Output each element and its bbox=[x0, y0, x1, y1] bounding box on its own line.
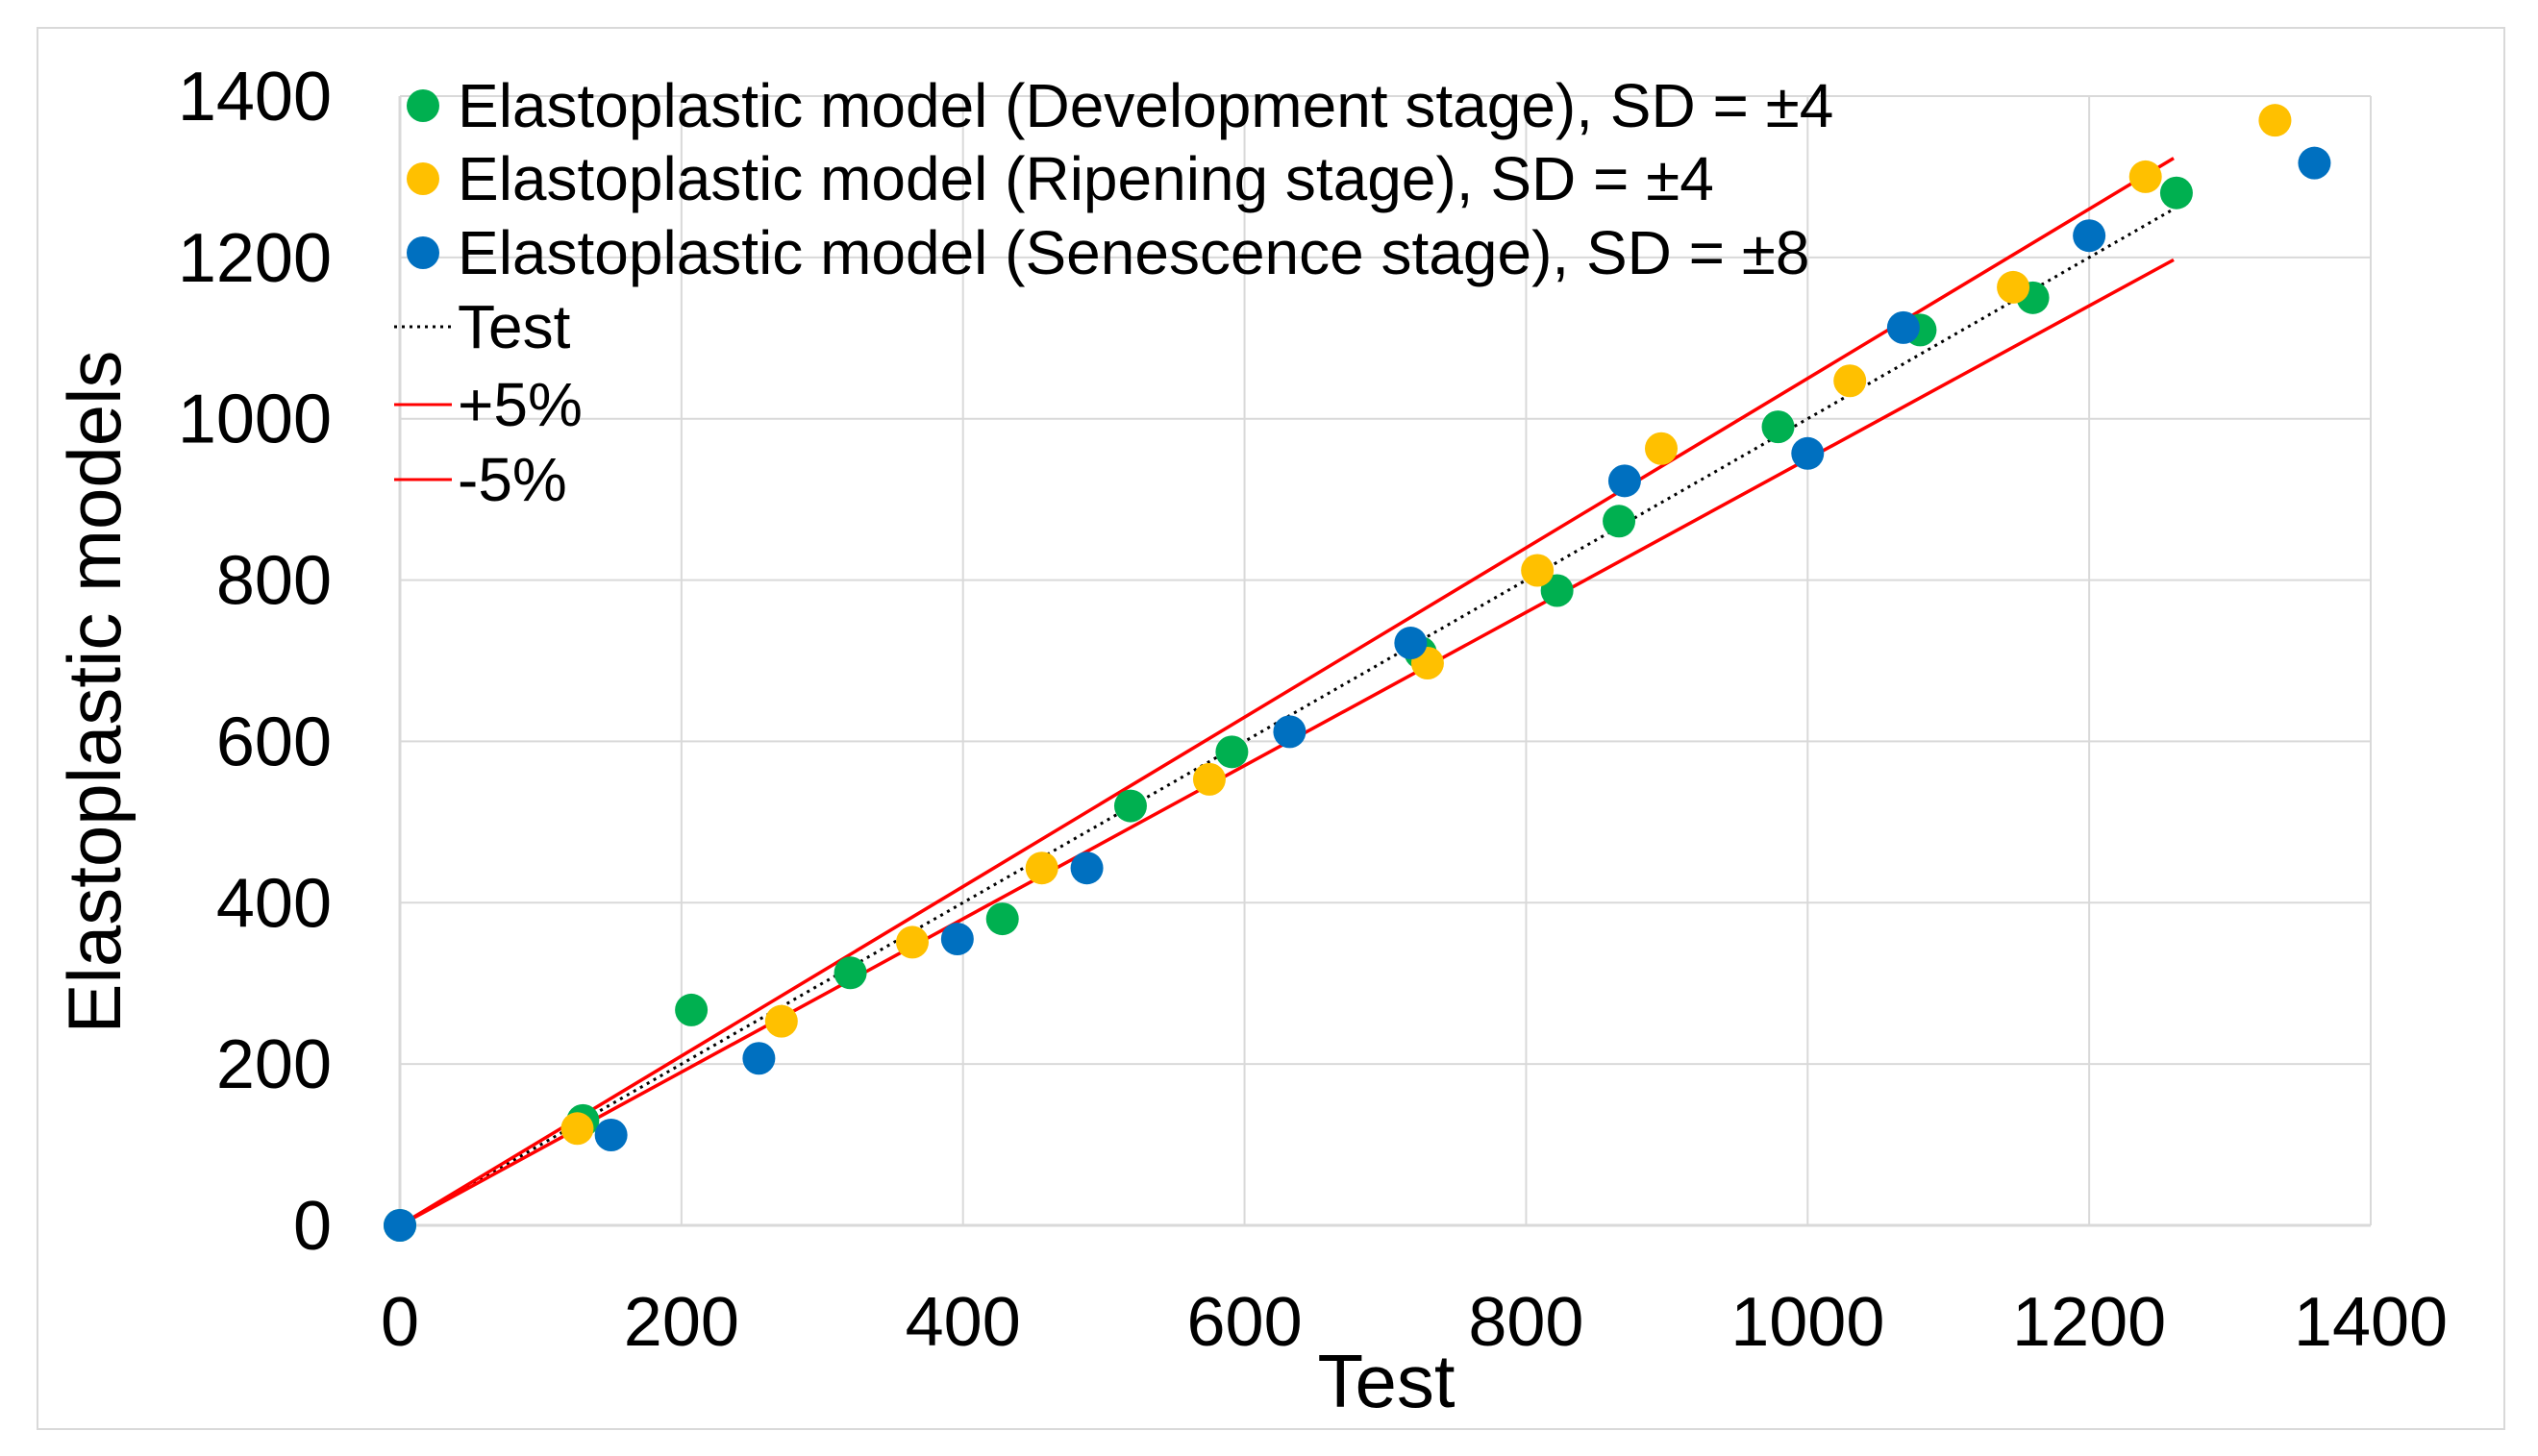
point-senescence bbox=[742, 1042, 776, 1075]
y-tick-label: 400 bbox=[216, 865, 332, 942]
point-ripening bbox=[1025, 851, 1058, 885]
legend: Elastoplastic model (Development stage),… bbox=[394, 71, 1833, 514]
y-axis-ticks: 0 200 400 600 800 1000 1200 1400 bbox=[178, 59, 332, 1265]
point-development bbox=[1540, 574, 1574, 607]
series-ripening bbox=[560, 104, 2292, 1146]
point-ripening bbox=[1833, 364, 1867, 398]
legend-label: Test bbox=[458, 292, 571, 361]
legend-label: Elastoplastic model (Senescence stage), … bbox=[458, 218, 1810, 287]
legend-entry: +5% bbox=[394, 370, 583, 439]
grid bbox=[400, 95, 2372, 1225]
legend-entry: -5% bbox=[394, 445, 567, 514]
y-tick-label: 1400 bbox=[178, 59, 332, 136]
point-development bbox=[1113, 789, 1147, 823]
y-tick-label: 800 bbox=[216, 543, 332, 620]
x-tick-label: 600 bbox=[1187, 1284, 1303, 1361]
legend-entry: Elastoplastic model (Development stage),… bbox=[407, 71, 1833, 140]
x-axis-title: Test bbox=[1317, 1339, 1455, 1423]
point-senescence bbox=[1791, 436, 1825, 470]
legend-label: -5% bbox=[458, 445, 567, 514]
point-ripening bbox=[1192, 762, 1226, 796]
x-tick-label: 1000 bbox=[1730, 1284, 1884, 1361]
point-ripening bbox=[2258, 104, 2292, 137]
point-development bbox=[1603, 505, 1636, 538]
point-senescence bbox=[594, 1119, 628, 1151]
data-points bbox=[384, 104, 2331, 1242]
point-ripening bbox=[2128, 160, 2162, 193]
point-ripening bbox=[896, 925, 929, 959]
legend-label: +5% bbox=[458, 370, 583, 439]
legend-marker bbox=[407, 162, 439, 195]
line-test bbox=[399, 208, 2175, 1227]
legend-entry: Test bbox=[394, 292, 571, 361]
point-development bbox=[2159, 176, 2193, 210]
y-tick-label: 600 bbox=[216, 703, 332, 780]
x-tick-label: 400 bbox=[906, 1284, 1021, 1361]
point-senescence bbox=[1070, 851, 1104, 885]
x-axis-ticks: 0 200 400 600 800 1000 1200 1400 bbox=[381, 1284, 2448, 1361]
point-development bbox=[675, 993, 709, 1026]
legend-label: Elastoplastic model (Ripening stage), SD… bbox=[458, 144, 1714, 213]
legend-entry: Elastoplastic model (Senescence stage), … bbox=[407, 218, 1810, 287]
plot-area bbox=[398, 96, 2371, 1227]
x-tick-label: 800 bbox=[1468, 1284, 1583, 1361]
y-axis-title: Elastoplastic models bbox=[52, 351, 137, 1034]
legend-entry: Elastoplastic model (Ripening stage), SD… bbox=[407, 144, 1714, 213]
point-senescence bbox=[940, 923, 974, 956]
series-senescence bbox=[384, 146, 2331, 1242]
point-ripening bbox=[764, 1004, 798, 1038]
x-tick-label: 200 bbox=[624, 1284, 739, 1361]
y-tick-label: 0 bbox=[293, 1188, 332, 1265]
point-ripening bbox=[1521, 554, 1555, 587]
point-senescence bbox=[2298, 146, 2331, 180]
point-senescence bbox=[1273, 715, 1306, 749]
point-senescence bbox=[384, 1209, 416, 1242]
point-ripening bbox=[1997, 270, 2030, 304]
y-tick-label: 200 bbox=[216, 1026, 332, 1103]
legend-label: Elastoplastic model (Development stage),… bbox=[458, 71, 1833, 140]
legend-marker bbox=[407, 236, 439, 269]
point-development bbox=[1761, 410, 1795, 444]
point-ripening bbox=[1645, 432, 1678, 465]
point-ripening bbox=[560, 1112, 594, 1146]
x-tick-label: 1400 bbox=[2294, 1284, 2448, 1361]
line-5 bbox=[399, 157, 2175, 1227]
y-tick-label: 1000 bbox=[178, 382, 332, 458]
point-senescence bbox=[1886, 310, 1920, 344]
point-development bbox=[985, 902, 1019, 936]
point-senescence bbox=[1394, 627, 1428, 660]
x-tick-label: 1200 bbox=[2012, 1284, 2166, 1361]
y-tick-label: 1200 bbox=[178, 220, 332, 297]
point-development bbox=[834, 956, 867, 990]
legend-marker bbox=[407, 89, 439, 122]
point-development bbox=[1215, 735, 1249, 769]
point-senescence bbox=[1607, 464, 1641, 498]
series-development bbox=[384, 176, 2193, 1242]
point-senescence bbox=[2073, 219, 2106, 253]
x-tick-label: 0 bbox=[381, 1284, 419, 1361]
